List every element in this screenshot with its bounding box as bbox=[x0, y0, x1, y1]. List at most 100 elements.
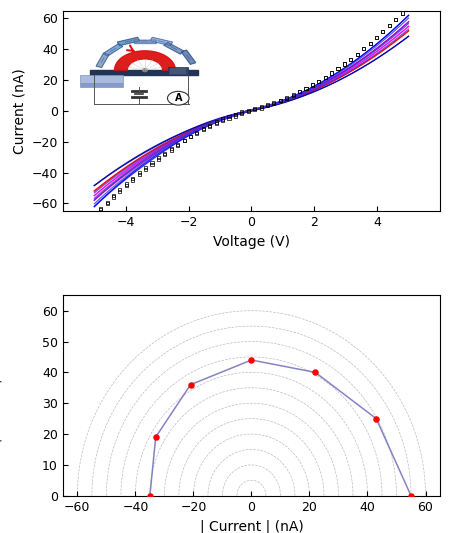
Point bbox=[264, 101, 271, 110]
Point bbox=[187, 381, 194, 389]
Point bbox=[187, 133, 194, 141]
Point bbox=[174, 140, 181, 149]
Point bbox=[200, 126, 207, 134]
Point bbox=[296, 87, 303, 96]
Point bbox=[341, 60, 348, 68]
Point bbox=[161, 150, 168, 159]
Point bbox=[309, 80, 316, 89]
Point bbox=[399, 9, 406, 17]
Point bbox=[219, 117, 226, 125]
Point bbox=[167, 144, 175, 153]
Point bbox=[129, 176, 136, 184]
Point bbox=[321, 73, 329, 82]
X-axis label: Voltage (V): Voltage (V) bbox=[213, 235, 290, 248]
Point bbox=[149, 160, 156, 169]
Point bbox=[373, 34, 380, 42]
Point bbox=[392, 15, 399, 24]
Point bbox=[360, 45, 367, 53]
Point bbox=[146, 491, 154, 500]
Point bbox=[104, 199, 111, 207]
Point bbox=[180, 136, 188, 145]
Point bbox=[200, 125, 207, 133]
Point bbox=[155, 155, 162, 164]
Point bbox=[290, 91, 297, 99]
Point bbox=[167, 146, 175, 154]
Point bbox=[238, 109, 246, 118]
Point bbox=[251, 104, 258, 113]
Point bbox=[174, 141, 181, 150]
Point bbox=[219, 115, 226, 123]
Point bbox=[161, 149, 168, 157]
Point bbox=[194, 128, 201, 137]
Point bbox=[264, 101, 271, 109]
Y-axis label: | Current | (nA): | Current | (nA) bbox=[0, 349, 3, 442]
Point bbox=[142, 165, 149, 174]
Point bbox=[238, 108, 246, 116]
Point bbox=[405, 2, 412, 11]
Point bbox=[155, 154, 162, 162]
Point bbox=[245, 108, 252, 116]
Point bbox=[321, 73, 329, 82]
Point bbox=[309, 80, 316, 89]
Point bbox=[407, 491, 414, 500]
Point bbox=[97, 205, 104, 213]
Point bbox=[91, 211, 98, 220]
Point bbox=[283, 93, 291, 102]
Point bbox=[116, 185, 123, 194]
Point bbox=[315, 77, 322, 85]
Point bbox=[212, 119, 220, 128]
Point bbox=[257, 102, 264, 111]
Point bbox=[104, 198, 111, 206]
Point bbox=[386, 21, 393, 30]
Point bbox=[296, 87, 303, 96]
Point bbox=[232, 110, 239, 118]
Point bbox=[270, 99, 277, 108]
Point bbox=[251, 106, 258, 114]
Point bbox=[232, 112, 239, 120]
Point bbox=[129, 174, 136, 183]
Point bbox=[212, 118, 220, 126]
Point bbox=[152, 433, 159, 441]
Point bbox=[386, 21, 393, 30]
Point bbox=[149, 158, 156, 167]
Point bbox=[206, 123, 213, 131]
Point bbox=[366, 39, 374, 48]
Point bbox=[136, 171, 143, 179]
Y-axis label: Current (nA): Current (nA) bbox=[12, 68, 26, 154]
Point bbox=[328, 69, 335, 77]
Point bbox=[123, 180, 130, 188]
Point bbox=[302, 84, 309, 93]
Point bbox=[366, 39, 374, 48]
Point bbox=[335, 64, 342, 73]
Point bbox=[341, 60, 348, 68]
Point bbox=[392, 15, 399, 24]
Point bbox=[123, 181, 130, 190]
Point bbox=[277, 96, 284, 104]
Point bbox=[194, 129, 201, 138]
Point bbox=[91, 212, 98, 220]
Point bbox=[142, 163, 149, 172]
Point bbox=[302, 84, 309, 93]
Point bbox=[399, 9, 406, 17]
Point bbox=[206, 121, 213, 130]
Point bbox=[335, 64, 342, 73]
X-axis label: | Current | (nA): | Current | (nA) bbox=[199, 519, 304, 533]
Point bbox=[328, 69, 335, 77]
Point bbox=[347, 55, 354, 63]
Point bbox=[116, 187, 123, 196]
Point bbox=[290, 91, 297, 99]
Point bbox=[373, 34, 380, 42]
Point bbox=[245, 106, 252, 115]
Point bbox=[257, 104, 264, 112]
Point bbox=[110, 193, 117, 201]
Point bbox=[180, 136, 188, 145]
Point bbox=[354, 50, 361, 59]
Point bbox=[283, 94, 291, 102]
Point bbox=[315, 77, 322, 85]
Point bbox=[347, 55, 354, 63]
Point bbox=[97, 205, 104, 214]
Point bbox=[373, 414, 380, 423]
Point bbox=[379, 28, 387, 36]
Point bbox=[270, 99, 277, 107]
Point bbox=[187, 132, 194, 141]
